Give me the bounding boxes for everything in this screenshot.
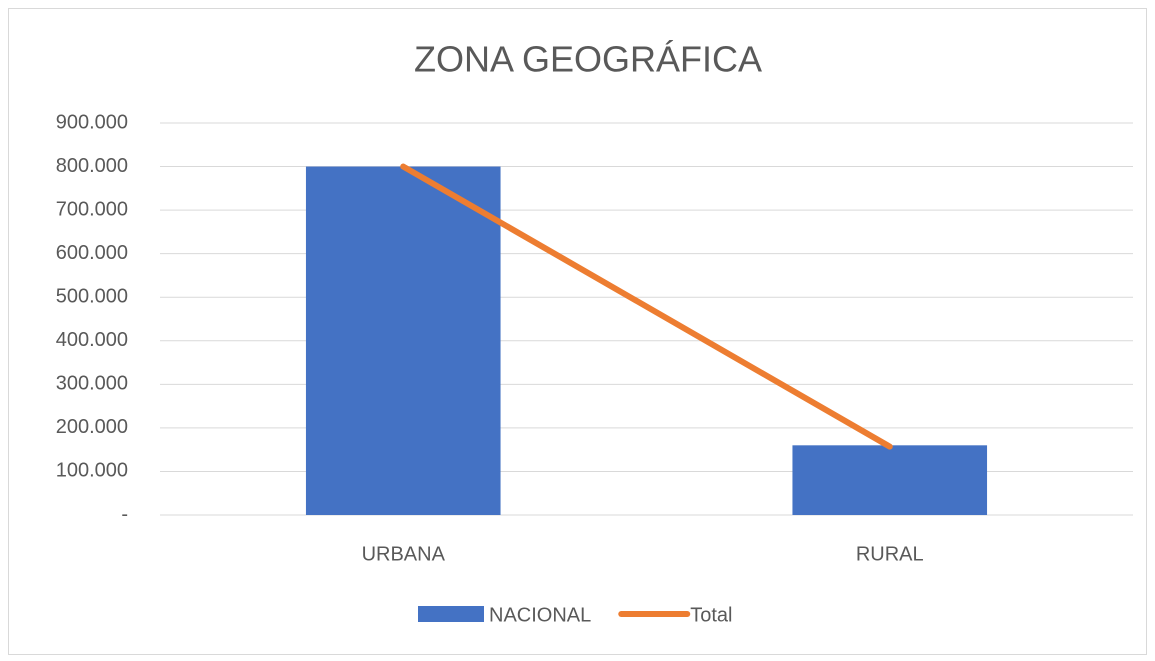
legend-label: NACIONAL (489, 604, 591, 626)
bar (792, 445, 988, 515)
bar (305, 166, 501, 516)
chart-title: ZONA GEOGRÁFICA (414, 39, 762, 80)
y-tick-label: 900.000 (56, 111, 128, 133)
y-tick-label: - (121, 503, 128, 525)
y-tick-label: 300.000 (56, 373, 128, 395)
x-tick-label: URBANA (362, 543, 446, 565)
y-tick-label: 400.000 (56, 329, 128, 351)
x-tick-label: RURAL (856, 543, 924, 565)
y-tick-label: 200.000 (56, 416, 128, 438)
y-tick-label: 500.000 (56, 286, 128, 308)
y-tick-label: 700.000 (56, 198, 128, 220)
line (400, 163, 893, 450)
chart-frame (8, 8, 1147, 655)
y-tick-label: 800.000 (56, 155, 128, 177)
y-tick-label: 100.000 (56, 460, 128, 482)
legend-swatch (418, 606, 484, 622)
legend-label: Total (690, 604, 732, 626)
y-tick-label: 600.000 (56, 242, 128, 264)
